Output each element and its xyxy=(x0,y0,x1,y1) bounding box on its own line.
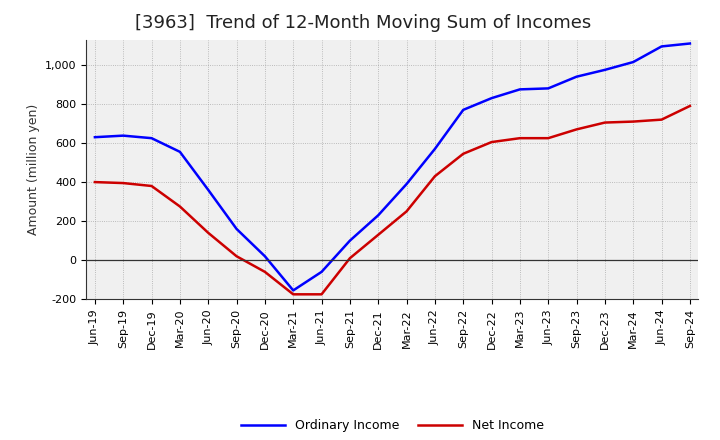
Ordinary Income xyxy=(544,86,552,91)
Ordinary Income xyxy=(629,59,637,65)
Ordinary Income xyxy=(204,187,212,193)
Net Income xyxy=(459,151,467,157)
Ordinary Income xyxy=(346,238,354,243)
Ordinary Income xyxy=(318,269,326,275)
Ordinary Income xyxy=(233,226,241,231)
Line: Ordinary Income: Ordinary Income xyxy=(95,44,690,290)
Ordinary Income xyxy=(600,67,609,73)
Text: [3963]  Trend of 12-Month Moving Sum of Incomes: [3963] Trend of 12-Month Moving Sum of I… xyxy=(135,15,592,33)
Net Income xyxy=(600,120,609,125)
Ordinary Income xyxy=(148,136,156,141)
Ordinary Income xyxy=(572,74,581,79)
Net Income xyxy=(318,292,326,297)
Ordinary Income xyxy=(685,41,694,46)
Net Income xyxy=(346,256,354,261)
Net Income xyxy=(176,204,184,209)
Net Income xyxy=(487,139,496,145)
Net Income xyxy=(657,117,666,122)
Ordinary Income xyxy=(91,135,99,140)
Ordinary Income xyxy=(261,253,269,259)
Net Income xyxy=(572,127,581,132)
Net Income xyxy=(629,119,637,124)
Net Income xyxy=(544,136,552,141)
Net Income xyxy=(431,174,439,179)
Net Income xyxy=(374,232,382,238)
Net Income xyxy=(685,103,694,109)
Ordinary Income xyxy=(516,87,524,92)
Net Income xyxy=(289,292,297,297)
Ordinary Income xyxy=(657,44,666,49)
Net Income xyxy=(261,269,269,275)
Ordinary Income xyxy=(374,213,382,218)
Ordinary Income xyxy=(176,149,184,154)
Net Income xyxy=(91,180,99,185)
Net Income xyxy=(148,183,156,189)
Net Income xyxy=(402,209,411,214)
Ordinary Income xyxy=(487,95,496,101)
Net Income xyxy=(233,253,241,259)
Ordinary Income xyxy=(402,181,411,187)
Net Income xyxy=(516,136,524,141)
Legend: Ordinary Income, Net Income: Ordinary Income, Net Income xyxy=(236,414,549,437)
Ordinary Income xyxy=(459,107,467,113)
Net Income xyxy=(204,230,212,235)
Ordinary Income xyxy=(119,133,127,138)
Net Income xyxy=(119,180,127,186)
Line: Net Income: Net Income xyxy=(95,106,690,294)
Y-axis label: Amount (million yen): Amount (million yen) xyxy=(27,104,40,235)
Ordinary Income xyxy=(289,288,297,293)
Ordinary Income xyxy=(431,146,439,151)
